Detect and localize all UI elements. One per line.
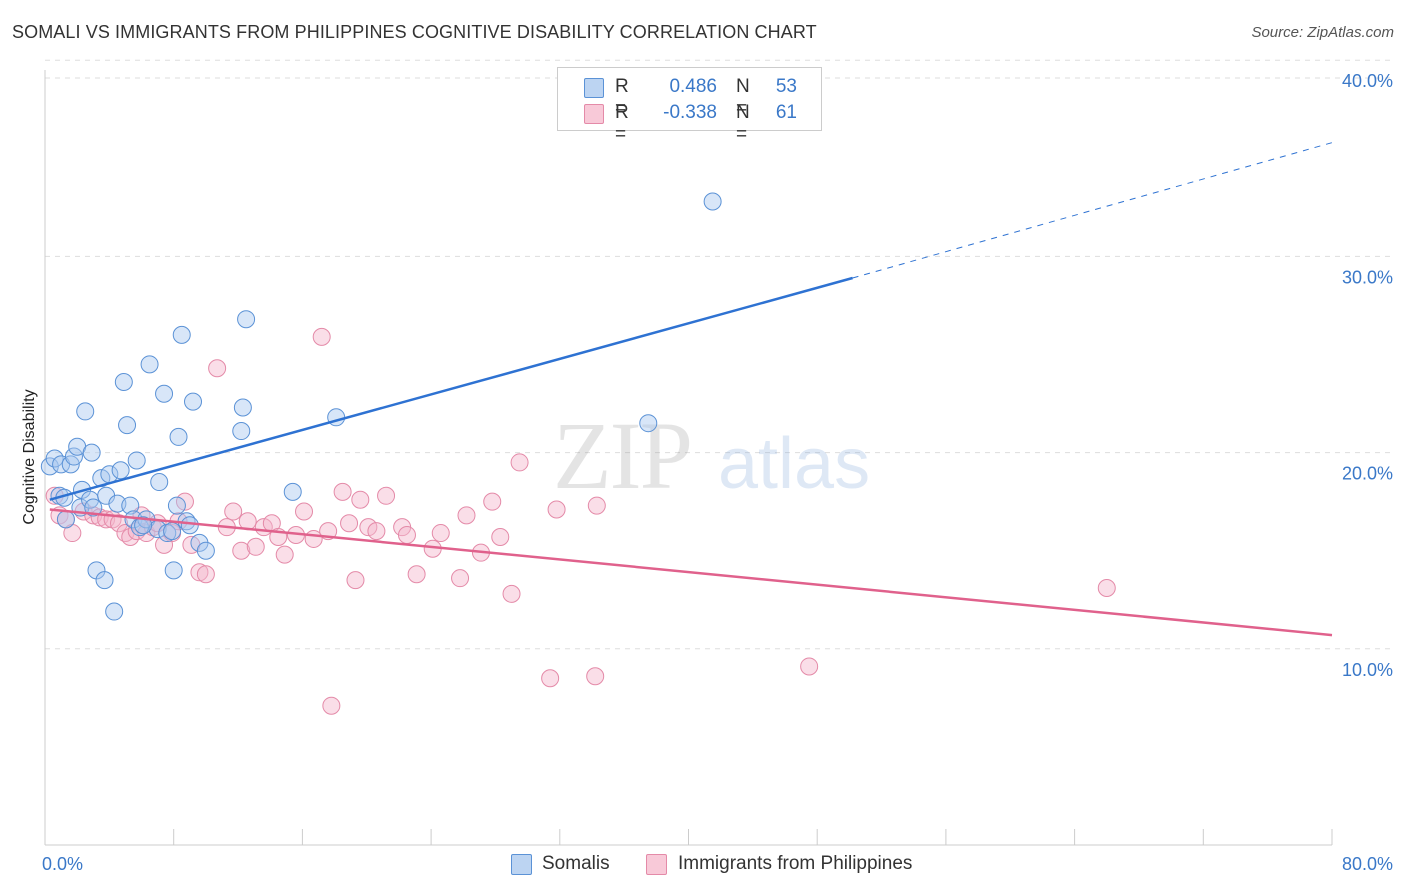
somalis-point <box>95 571 114 590</box>
philippines-point <box>547 500 566 519</box>
philippines-point <box>295 502 314 521</box>
philippines-point <box>367 522 386 541</box>
y-tick-label: 20.0% <box>1342 464 1393 484</box>
somalis-point <box>172 325 191 344</box>
philippines-point <box>457 506 476 525</box>
somalis-point <box>703 192 722 211</box>
source-label: Source: ZipAtlas.com <box>1251 24 1394 41</box>
somalis-point <box>639 414 658 433</box>
philippines-point <box>340 514 359 533</box>
philippines-point <box>275 545 294 564</box>
philippines-point <box>541 669 560 688</box>
somalis-point <box>127 451 146 470</box>
philippines-point <box>322 696 341 715</box>
y-tick-labels: 10.0% 20.0% 30.0% 40.0% <box>1342 71 1393 680</box>
philippines-point <box>502 584 521 603</box>
bottom-legend-label-somalis: Somalis <box>542 853 610 874</box>
somalis-point <box>76 402 95 421</box>
somalis-point <box>163 522 182 541</box>
philippines-point <box>312 327 331 346</box>
somalis-trend-extension <box>852 142 1333 279</box>
bottom-legend-swatch-philippines <box>646 854 667 875</box>
philippines-point <box>351 490 370 509</box>
philippines-point <box>451 569 470 588</box>
series-philippines-points <box>45 327 1116 715</box>
x-tick-label-min: 0.0% <box>42 854 83 874</box>
legend-n-label: N = <box>736 76 750 119</box>
somalis-point <box>169 427 188 446</box>
philippines-point <box>208 359 227 378</box>
somalis-point <box>283 482 302 501</box>
somalis-point <box>82 443 101 462</box>
somalis-point <box>196 541 215 560</box>
philippines-point <box>1097 578 1116 597</box>
somalis-point <box>237 310 256 329</box>
legend-n-label: N = <box>736 102 750 145</box>
philippines-point <box>110 514 129 533</box>
somalis-point <box>134 516 153 535</box>
philippines-point <box>397 526 416 545</box>
philippines-point <box>407 565 426 584</box>
philippines-point <box>586 667 605 686</box>
y-tick-label: 10.0% <box>1342 660 1393 680</box>
somalis-point <box>64 447 83 466</box>
somalis-point <box>150 473 169 492</box>
philippines-point <box>333 482 352 501</box>
legend-r-value: 0.486 <box>669 76 717 97</box>
philippines-point <box>196 565 215 584</box>
watermark-zip: ZIP <box>553 402 691 509</box>
bottom-legend-swatch-somalis <box>511 854 532 875</box>
somalis-point <box>155 384 174 403</box>
legend-r-label: R = <box>615 76 629 119</box>
y-axis-label: Cognitive Disability <box>21 389 38 524</box>
philippines-point <box>483 492 502 511</box>
philippines-point <box>510 453 529 472</box>
series-somalis-points <box>40 192 722 621</box>
somalis-point <box>84 498 103 517</box>
philippines-trend-line <box>49 508 1333 637</box>
somalis-point <box>56 510 75 529</box>
philippines-point <box>346 571 365 590</box>
somalis-point <box>164 561 183 580</box>
philippines-point <box>232 541 251 560</box>
stats-legend: R = 0.486 N = 53 R = -0.338 N = 61 <box>557 67 822 145</box>
philippines-point <box>431 524 450 543</box>
chart-title: SOMALI VS IMMIGRANTS FROM PHILIPPINES CO… <box>12 22 817 42</box>
trend-lines <box>49 142 1333 637</box>
somalis-point <box>140 355 159 374</box>
somalis-point <box>111 461 130 480</box>
philippines-point <box>800 657 819 676</box>
somalis-point <box>121 496 140 515</box>
somalis-trend-line <box>49 276 853 501</box>
legend-n-value: 53 <box>775 76 797 97</box>
watermark-atlas: atlas <box>718 424 870 504</box>
watermark: ZIP atlas <box>553 402 870 509</box>
somalis-point <box>167 496 186 515</box>
axes <box>44 70 1333 846</box>
philippines-point <box>491 527 510 546</box>
philippines-point <box>224 502 243 521</box>
philippines-point <box>377 486 396 505</box>
y-tick-label: 30.0% <box>1342 267 1393 287</box>
somalis-point <box>118 416 137 435</box>
somalis-point <box>180 516 199 535</box>
x-tick-label-max: 80.0% <box>1342 854 1393 874</box>
philippines-point <box>587 496 606 515</box>
y-tick-label: 40.0% <box>1342 71 1393 91</box>
legend-swatch-philippines <box>584 104 604 124</box>
somalis-point <box>233 398 252 417</box>
philippines-point <box>246 537 265 556</box>
somalis-point <box>105 602 124 621</box>
legend-r-value: -0.338 <box>663 102 717 123</box>
grid-lines <box>45 59 1392 650</box>
bottom-legend-label-philippines: Immigrants from Philippines <box>678 853 913 874</box>
philippines-point <box>190 563 209 582</box>
legend-n-value: 61 <box>775 102 797 123</box>
somalis-point <box>232 422 251 441</box>
somalis-point <box>184 392 203 411</box>
legend-swatch-somalis <box>584 78 604 98</box>
somalis-point <box>114 372 133 391</box>
legend-r-label: R = <box>615 102 629 145</box>
